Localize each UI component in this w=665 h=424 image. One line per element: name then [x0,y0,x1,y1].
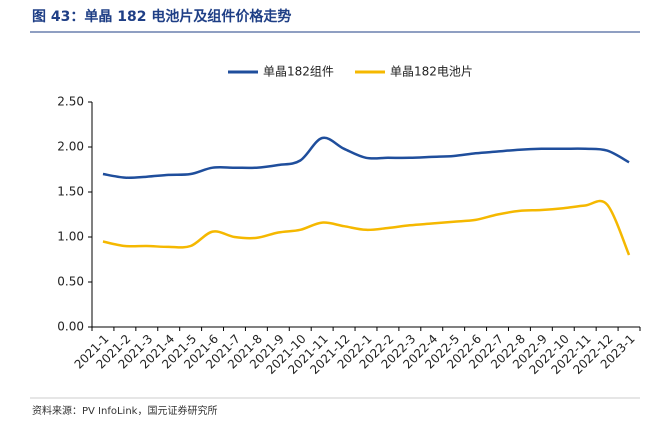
y-tick-label: 1.50 [57,185,84,199]
y-tick-label: 1.00 [57,230,84,244]
y-tick-label: 0.50 [57,275,84,289]
line [102,199,631,256]
legend-label: 单晶182组件 [263,65,334,79]
line [102,136,630,179]
legend-label: 单晶182电池片 [390,65,473,79]
chart-title: 图 43：单晶 182 电池片及组件价格走势 [32,8,291,25]
y-tick-label: 2.50 [57,95,84,109]
source: 资料来源：PV InfoLink，国元证券研究所 [32,404,217,417]
y-tick-label: 2.00 [57,140,84,154]
y-tick-label: 0.00 [57,320,84,334]
